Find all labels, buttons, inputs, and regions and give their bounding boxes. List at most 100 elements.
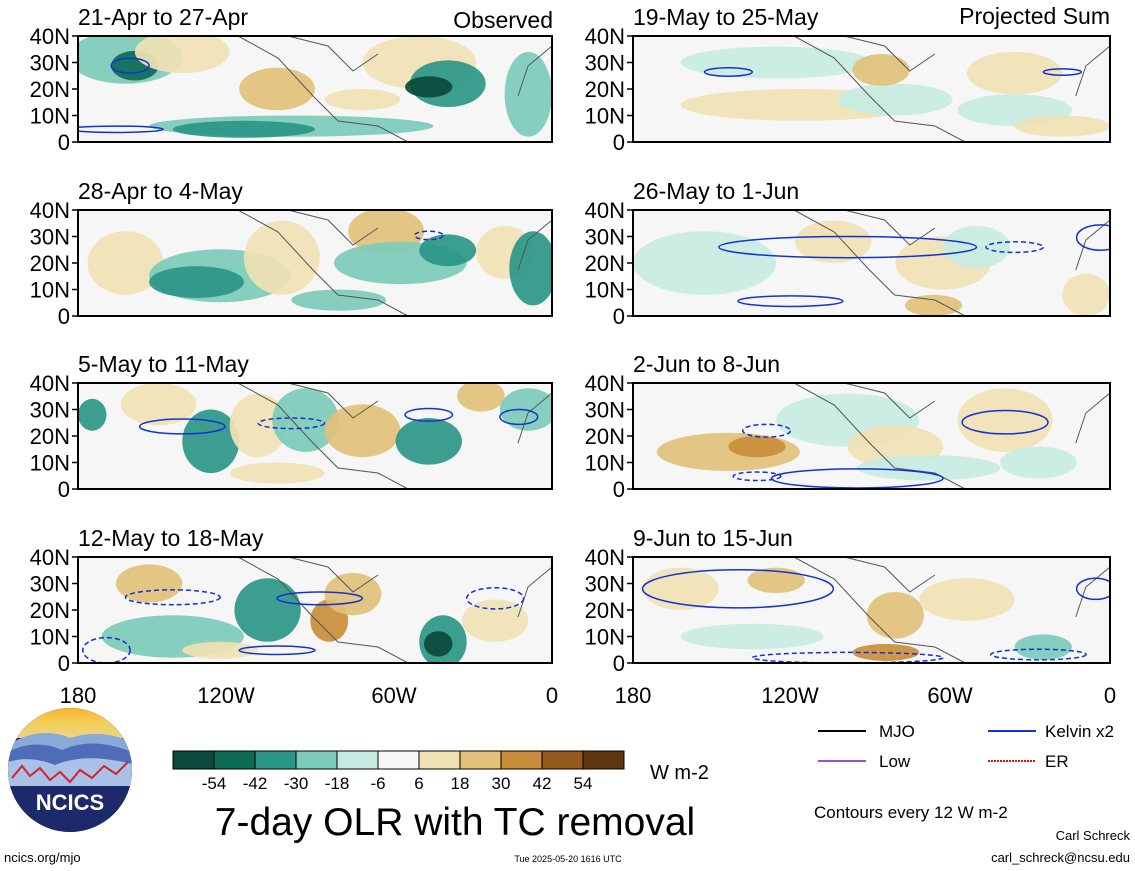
olr-anomaly-region: [1014, 634, 1072, 660]
olr-anomaly-region: [419, 234, 477, 267]
kelvin-contour: [718, 235, 978, 259]
kelvin-contour: [413, 230, 444, 241]
colorbar-tick-label: 54: [574, 774, 593, 793]
olr-anomaly-region: [291, 289, 387, 311]
footer-timestamp: Tue 2025-05-20 1616 UTC: [514, 854, 622, 864]
olr-anomaly-region: [838, 83, 953, 116]
kelvin-contour: [124, 589, 221, 606]
olr-anomaly-region: [966, 51, 1063, 95]
lat-label: 40N: [585, 198, 625, 223]
kelvin-contour: [465, 586, 525, 610]
colorbar-swatch: [377, 750, 420, 770]
olr-anomaly-region: [172, 120, 315, 138]
lat-label: 30N: [585, 572, 625, 597]
olr-anomaly-region: [134, 36, 230, 74]
kelvin-contour: [1075, 224, 1110, 252]
olr-anomaly-region: [229, 462, 325, 484]
legend-kelvin-label: Kelvin x2: [1045, 722, 1114, 741]
colorbar-tick-label: 18: [451, 774, 470, 793]
colorbar-tick-label: -6: [370, 774, 385, 793]
lat-label: 20N: [585, 251, 625, 276]
colorbar-tick-label: 42: [533, 774, 552, 793]
kelvin-contour: [1075, 577, 1110, 601]
legend-er-label: ER: [1045, 752, 1069, 771]
olr-anomaly-region: [324, 89, 401, 111]
panel-period-title: 5-May to 11-May: [78, 351, 249, 377]
kelvin-contour: [110, 57, 150, 74]
lat-label: 20N: [30, 251, 70, 276]
lat-label: 20N: [30, 77, 70, 102]
lat-label: 10N: [30, 278, 70, 303]
lat-label: 10N: [585, 104, 625, 129]
lat-label: 0: [613, 477, 625, 502]
coastline: [237, 557, 552, 663]
colorbar-swatch: [254, 750, 297, 770]
colorbar-swatch: [172, 750, 215, 770]
lon-axis-right: 180 120W 60W 0: [615, 683, 1116, 708]
lon-label-120w: 120W: [761, 683, 819, 708]
logo-text: NCICS: [36, 790, 104, 815]
colorbar-swatch: [541, 750, 584, 770]
olr-anomaly-region: [1062, 273, 1110, 316]
lat-label: 40N: [585, 545, 625, 570]
lat-label: 30N: [585, 51, 625, 76]
lat-label: 20N: [585, 598, 625, 623]
kelvin-contour: [78, 125, 165, 134]
olr-anomaly-region: [795, 220, 872, 263]
olr-anomaly-region: [747, 567, 805, 594]
lat-label: 0: [613, 304, 625, 329]
lat-label: 40N: [30, 198, 70, 223]
kelvin-contour: [276, 591, 364, 606]
kelvin-contour: [238, 645, 316, 656]
contours-note: Contours every 12 W m-2: [814, 803, 1008, 822]
lat-label: 20N: [585, 424, 625, 449]
lat-label: 10N: [585, 278, 625, 303]
olr-anomaly-region: [272, 388, 339, 452]
olr-anomaly-region: [852, 54, 910, 86]
olr-anomaly-region: [1014, 115, 1110, 137]
lat-label: 30N: [585, 225, 625, 250]
lon-label-60w: 60W: [371, 683, 416, 708]
lat-label: 30N: [30, 572, 70, 597]
kelvin-contour: [404, 407, 454, 422]
olr-anomaly-region: [904, 294, 963, 316]
kelvin-contour: [770, 468, 944, 489]
olr-anomaly-region: [395, 417, 462, 465]
legend-low-label: Low: [879, 752, 911, 771]
colorbar-swatch: [213, 750, 256, 770]
panel-period-title: 28-Apr to 4-May: [78, 178, 243, 204]
kelvin-contour: [741, 423, 792, 438]
lat-label: 0: [613, 651, 625, 676]
panel-period-title: 12-May to 18-May: [78, 525, 264, 551]
olr-anomaly-region: [243, 220, 320, 295]
lat-label: 0: [58, 130, 70, 155]
panel-period-title: 2-Jun to 8-Jun: [633, 351, 780, 377]
olr-anomaly-region: [78, 398, 107, 431]
figure-title: 7-day OLR with TC removal: [215, 801, 695, 844]
footer-author: Carl Schreck: [1056, 828, 1131, 843]
colorbar-swatch: [418, 750, 461, 770]
kelvin-contour: [703, 67, 754, 78]
kelvin-contour: [1042, 68, 1083, 76]
olr-anomaly-region: [324, 404, 401, 458]
lat-label: 30N: [30, 51, 70, 76]
lat-label: 10N: [585, 625, 625, 650]
kelvin-contour: [257, 417, 326, 430]
colorbar-swatch: [295, 750, 338, 770]
kelvin-contour: [737, 295, 844, 308]
coastline: [237, 36, 552, 142]
olr-anomaly-region: [633, 231, 777, 295]
kelvin-contour: [138, 418, 226, 435]
olr-anomaly-region: [457, 383, 505, 412]
colorbar-swatch: [582, 750, 625, 770]
lat-label: 30N: [30, 225, 70, 250]
observed-label: Observed: [453, 7, 553, 33]
lat-label: 20N: [585, 77, 625, 102]
lat-label: 40N: [30, 545, 70, 570]
colorbar-swatch: [500, 750, 543, 770]
kelvin-contour: [961, 409, 1049, 435]
